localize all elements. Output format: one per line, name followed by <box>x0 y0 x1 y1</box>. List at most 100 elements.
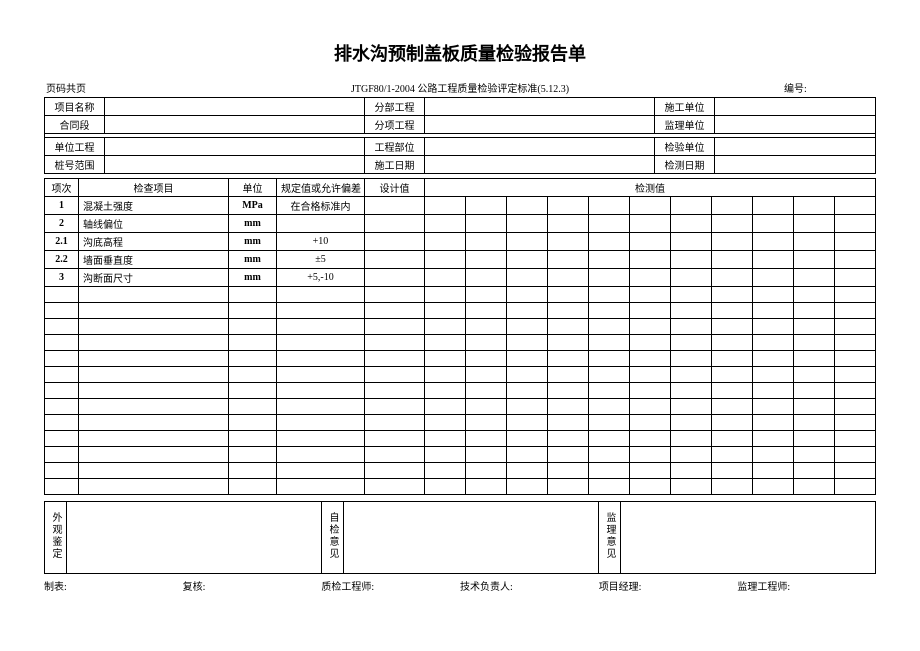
cell-measure <box>466 251 507 269</box>
cell-unit <box>229 479 277 495</box>
cell-item <box>79 319 229 335</box>
cell-measure <box>753 335 794 351</box>
cell-measure <box>507 463 548 479</box>
cell-measure <box>507 215 548 233</box>
cell-spec <box>277 319 365 335</box>
cell-measure <box>548 367 589 383</box>
cell-design <box>365 447 425 463</box>
cell-measure <box>630 287 671 303</box>
cell-measure <box>425 335 466 351</box>
cell-item <box>79 303 229 319</box>
cell-measure <box>425 383 466 399</box>
cell-measure <box>835 335 876 351</box>
table-row <box>45 303 876 319</box>
info-label: 检测日期 <box>655 156 715 174</box>
footer-supervisor-value <box>621 502 876 574</box>
info-value <box>425 116 655 134</box>
footer-supervisor-label: 监理意见 <box>599 502 621 574</box>
cell-unit <box>229 463 277 479</box>
cell-item <box>79 479 229 495</box>
cell-measure <box>835 399 876 415</box>
cell-seq <box>45 415 79 431</box>
info-value <box>715 156 876 174</box>
footer-selfcheck-value <box>344 502 599 574</box>
cell-measure <box>466 269 507 287</box>
cell-design <box>365 479 425 495</box>
cell-measure <box>466 479 507 495</box>
sig-6: 监理工程师: <box>737 578 876 593</box>
cell-measure <box>753 383 794 399</box>
cell-measure <box>589 197 630 215</box>
footer-selfcheck-label: 自检意见 <box>322 502 344 574</box>
footer-appearance-value <box>67 502 322 574</box>
cell-seq: 2.2 <box>45 251 79 269</box>
cell-measure <box>671 383 712 399</box>
cell-unit <box>229 431 277 447</box>
cell-measure <box>671 287 712 303</box>
cell-measure <box>712 431 753 447</box>
info-label: 施工日期 <box>365 156 425 174</box>
cell-item: 沟断面尺寸 <box>79 269 229 287</box>
cell-measure <box>794 431 835 447</box>
table-row: 2轴线偏位mm <box>45 215 876 233</box>
cell-measure <box>712 463 753 479</box>
cell-design <box>365 463 425 479</box>
cell-spec: +10 <box>277 233 365 251</box>
cell-seq <box>45 447 79 463</box>
cell-measure <box>630 463 671 479</box>
cell-measure <box>466 335 507 351</box>
cell-measure <box>630 447 671 463</box>
footer-table: 外观鉴定 自检意见 监理意见 <box>44 501 876 574</box>
cell-measure <box>671 251 712 269</box>
hdr-measure: 检测值 <box>425 179 876 197</box>
cell-measure <box>835 197 876 215</box>
cell-spec <box>277 431 365 447</box>
meta-standard: JTGF80/1-2004 公路工程质量检验评定标准(5.12.3) <box>136 80 784 95</box>
table-row <box>45 367 876 383</box>
sig-3: 质检工程师: <box>321 578 460 593</box>
cell-measure <box>548 303 589 319</box>
cell-measure <box>671 367 712 383</box>
cell-measure <box>753 367 794 383</box>
cell-seq: 2.1 <box>45 233 79 251</box>
cell-spec <box>277 335 365 351</box>
cell-measure <box>753 399 794 415</box>
cell-measure <box>794 303 835 319</box>
cell-seq <box>45 463 79 479</box>
cell-measure <box>589 367 630 383</box>
hdr-item: 检查项目 <box>79 179 229 197</box>
cell-measure <box>589 215 630 233</box>
cell-unit <box>229 319 277 335</box>
cell-measure <box>507 303 548 319</box>
cell-measure <box>466 303 507 319</box>
info-value <box>105 138 365 156</box>
cell-measure <box>466 367 507 383</box>
cell-measure <box>835 431 876 447</box>
cell-seq: 3 <box>45 269 79 287</box>
cell-measure <box>425 197 466 215</box>
cell-measure <box>671 399 712 415</box>
cell-measure <box>835 463 876 479</box>
cell-seq <box>45 319 79 335</box>
cell-item: 沟底高程 <box>79 233 229 251</box>
info-label: 分部工程 <box>365 98 425 116</box>
table-row <box>45 335 876 351</box>
cell-measure <box>425 269 466 287</box>
cell-measure <box>794 319 835 335</box>
cell-measure <box>507 197 548 215</box>
cell-measure <box>466 383 507 399</box>
cell-design <box>365 383 425 399</box>
cell-measure <box>835 351 876 367</box>
cell-measure <box>630 351 671 367</box>
cell-design <box>365 415 425 431</box>
cell-seq: 1 <box>45 197 79 215</box>
signature-line: 制表: 复核: 质检工程师: 技术负责人: 项目经理: 监理工程师: <box>44 578 876 593</box>
cell-measure <box>835 251 876 269</box>
cell-measure <box>548 447 589 463</box>
cell-item <box>79 335 229 351</box>
cell-measure <box>794 287 835 303</box>
cell-measure <box>835 383 876 399</box>
cell-measure <box>548 463 589 479</box>
cell-measure <box>425 479 466 495</box>
cell-measure <box>753 479 794 495</box>
